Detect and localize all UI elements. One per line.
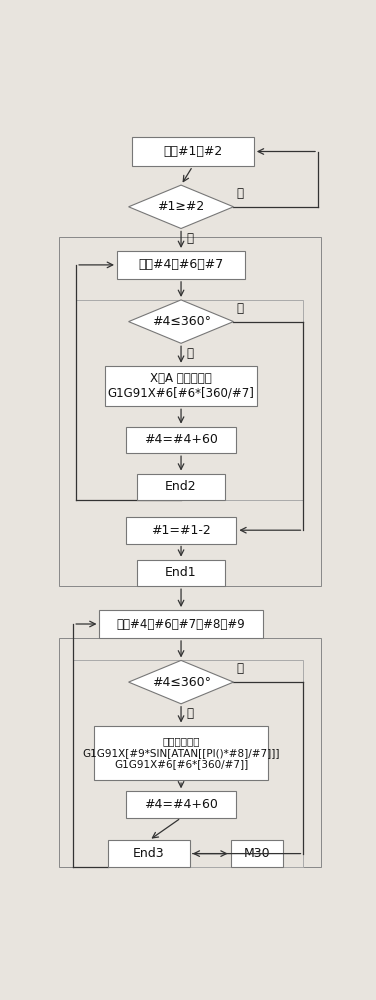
Text: 赋值#4、#6、#7、#8、#9: 赋值#4、#6、#7、#8、#9 (117, 617, 246, 631)
Bar (108, 840, 190, 867)
Text: 赋值#1、#2: 赋值#1、#2 (163, 145, 222, 158)
Text: #4=#4+60: #4=#4+60 (144, 433, 218, 446)
Text: 是: 是 (187, 347, 194, 360)
Text: #4≤360°: #4≤360° (152, 676, 211, 689)
Polygon shape (129, 185, 233, 229)
Bar (59, 638, 321, 867)
Text: 是: 是 (187, 707, 194, 720)
Text: 是: 是 (187, 232, 194, 245)
Bar (99, 610, 262, 638)
Bar (76, 300, 303, 500)
Text: X、A 轴联动加工
G1G91X#6[#6*[360/#7]: X、A 轴联动加工 G1G91X#6[#6*[360/#7] (108, 372, 255, 400)
Text: #4≤360°: #4≤360° (152, 315, 211, 328)
Text: 偏差补偿加工
G1G91X[#9*SIN[ATAN[[PI()*#8]/#7]]]
G1G91X#6[#6*[360/#7]]: 偏差补偿加工 G1G91X[#9*SIN[ATAN[[PI()*#8]/#7]]… (82, 736, 280, 769)
Bar (59, 237, 321, 586)
Text: End3: End3 (133, 847, 165, 860)
Bar (126, 791, 237, 818)
Text: #4=#4+60: #4=#4+60 (144, 798, 218, 811)
Text: 否: 否 (237, 302, 243, 315)
Bar (126, 517, 237, 544)
Text: 否: 否 (237, 662, 243, 675)
Polygon shape (129, 300, 233, 343)
Bar (137, 474, 225, 500)
Bar (132, 137, 254, 166)
Polygon shape (129, 660, 233, 704)
Text: #1=#1-2: #1=#1-2 (151, 524, 211, 537)
Text: End1: End1 (165, 566, 197, 579)
Bar (73, 660, 303, 867)
Bar (137, 560, 225, 586)
Text: M30: M30 (244, 847, 270, 860)
Bar (230, 840, 283, 867)
Text: 赋值#4、#6、#7: 赋值#4、#6、#7 (138, 258, 224, 271)
Text: End2: End2 (165, 480, 197, 493)
Bar (105, 366, 257, 406)
Bar (117, 251, 245, 279)
Text: 否: 否 (237, 187, 243, 200)
Bar (126, 427, 237, 453)
Text: #1≥#2: #1≥#2 (158, 200, 205, 213)
Bar (94, 726, 268, 780)
